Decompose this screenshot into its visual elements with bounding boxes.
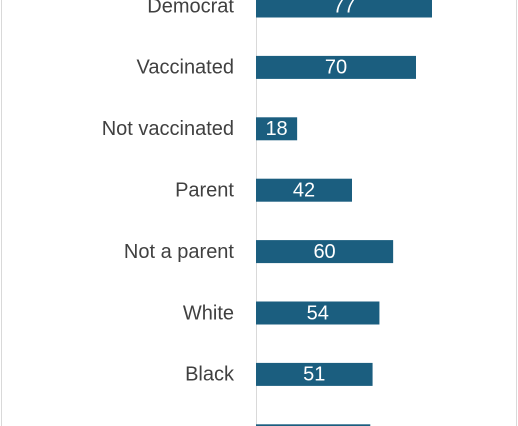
category-label: Black: [185, 364, 235, 386]
bar: [256, 0, 432, 18]
bar: [256, 117, 298, 141]
value-label: 77: [333, 0, 355, 17]
category-label: White: [183, 302, 234, 324]
category-label: Democrat: [147, 0, 234, 17]
bar: [256, 362, 373, 386]
category-label: Parent: [175, 179, 234, 201]
value-label: 60: [313, 241, 335, 263]
value-label: 70: [325, 57, 347, 79]
value-label: 18: [265, 118, 287, 140]
category-label: Not a parent: [124, 241, 235, 263]
value-label: 54: [307, 302, 329, 324]
category-label: Not vaccinated: [102, 118, 234, 140]
value-label: 51: [303, 364, 325, 386]
bar: [256, 55, 416, 79]
bar: [256, 240, 394, 264]
category-label: Vaccinated: [137, 57, 234, 79]
bar: [256, 301, 380, 325]
bar: [256, 178, 352, 202]
value-label: 42: [293, 179, 315, 201]
bar: [256, 424, 371, 426]
